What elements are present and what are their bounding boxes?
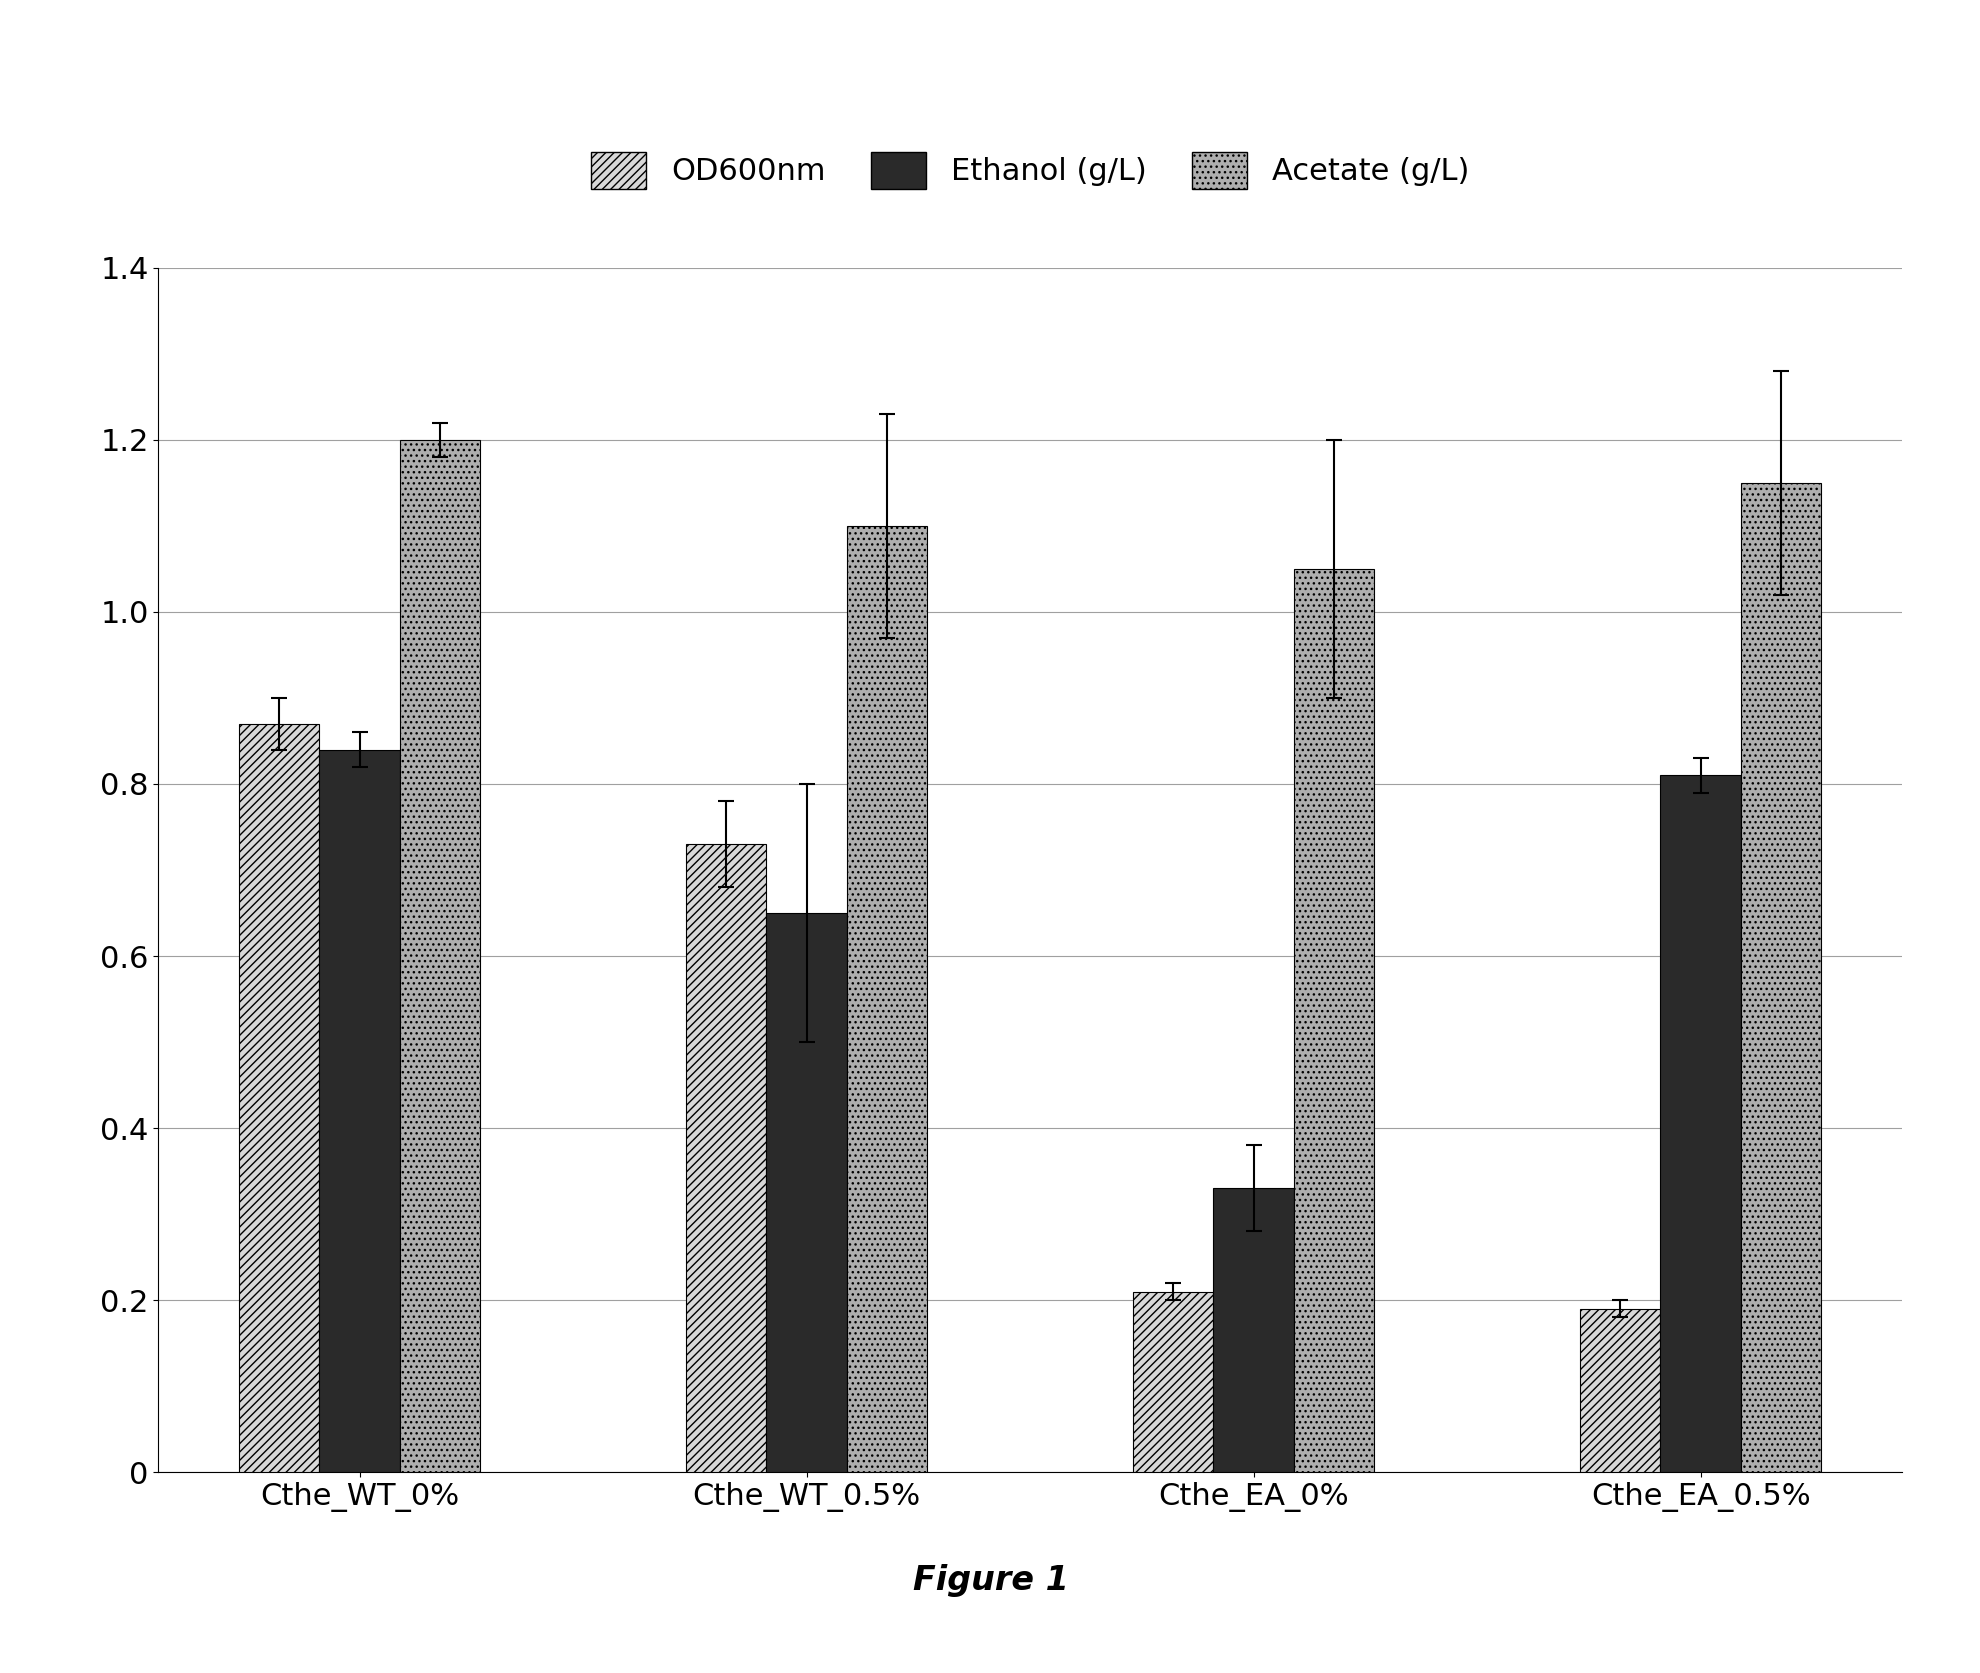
Bar <box>1580 1308 1659 1472</box>
Text: Figure 1: Figure 1 <box>913 1564 1067 1598</box>
Bar <box>766 913 845 1472</box>
Bar <box>685 845 766 1472</box>
Bar <box>400 440 479 1472</box>
Bar <box>1659 775 1740 1472</box>
Bar <box>845 525 927 1472</box>
Bar <box>1214 1188 1293 1472</box>
Bar <box>1293 569 1374 1472</box>
Legend: OD600nm, Ethanol (g/L), Acetate (g/L): OD600nm, Ethanol (g/L), Acetate (g/L) <box>576 137 1483 204</box>
Bar <box>240 724 319 1472</box>
Bar <box>1740 483 1820 1472</box>
Bar <box>319 750 400 1472</box>
Bar <box>1133 1292 1214 1472</box>
